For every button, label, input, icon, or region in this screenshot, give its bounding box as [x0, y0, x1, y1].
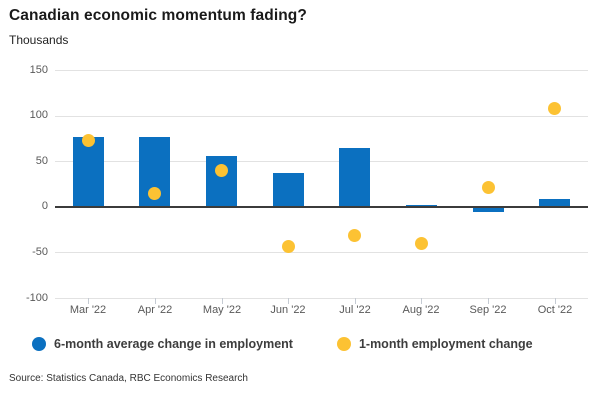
dot-jul-22 [348, 229, 361, 242]
y-axis-label: 100 [29, 109, 48, 121]
x-axis-tick [88, 298, 89, 304]
bar-mar-22 [73, 137, 104, 206]
x-axis-label: Apr '22 [137, 304, 173, 316]
bar-jul-22 [339, 148, 370, 206]
x-axis-label: Jun '22 [270, 304, 306, 316]
gridline-50 [55, 161, 588, 162]
legend-item-1-month-change: 1-month employment change [336, 337, 533, 351]
dot-apr-22 [148, 187, 161, 200]
dot-mar-22 [82, 134, 95, 147]
legend: 6-month average change in employment 1-m… [32, 337, 533, 351]
x-axis-label: Jul '22 [339, 304, 371, 316]
bar-sep-22 [473, 207, 504, 212]
y-axis-label: -100 [25, 292, 48, 304]
page-title: Canadian economic momentum fading? [9, 7, 307, 24]
dot-may-22 [215, 164, 228, 177]
y-axis-label: 150 [29, 64, 48, 76]
gridline-150 [55, 70, 588, 71]
bar-jun-22 [273, 173, 304, 207]
source-note: Source: Statistics Canada, RBC Economics… [9, 373, 248, 384]
zero-axis-line [55, 206, 588, 208]
gridline--50 [55, 252, 588, 253]
bar-series-swatch-icon [32, 337, 46, 351]
x-axis-label: Aug '22 [402, 304, 440, 316]
dot-series-swatch-icon [336, 337, 351, 351]
dot-sep-22 [482, 181, 495, 194]
x-axis-tick [222, 298, 223, 304]
x-axis-label: Sep '22 [469, 304, 507, 316]
x-axis-tick [555, 298, 556, 304]
x-axis-tick [488, 298, 489, 304]
y-axis-label: 50 [35, 155, 48, 167]
x-axis-label: Mar '22 [69, 304, 107, 316]
axis-unit-label: Thousands [9, 33, 69, 47]
x-axis-label: Oct '22 [537, 304, 573, 316]
bar-oct-22 [539, 199, 570, 207]
legend-label: 6-month average change in employment [54, 337, 293, 351]
dot-aug-22 [415, 237, 428, 250]
dot-jun-22 [282, 240, 295, 253]
legend-label: 1-month employment change [358, 337, 533, 351]
gridline--100 [55, 298, 588, 299]
gridline-100 [55, 116, 588, 117]
x-axis-tick [155, 298, 156, 304]
dot-oct-22 [548, 102, 561, 115]
x-axis-tick [288, 298, 289, 304]
y-axis-label: -50 [32, 246, 48, 258]
legend-item-6-month-average: 6-month average change in employment [32, 337, 293, 351]
x-axis-label: May '22 [202, 304, 242, 316]
y-axis-label: 0 [41, 200, 48, 212]
x-axis-tick [421, 298, 422, 304]
x-axis-tick [355, 298, 356, 304]
